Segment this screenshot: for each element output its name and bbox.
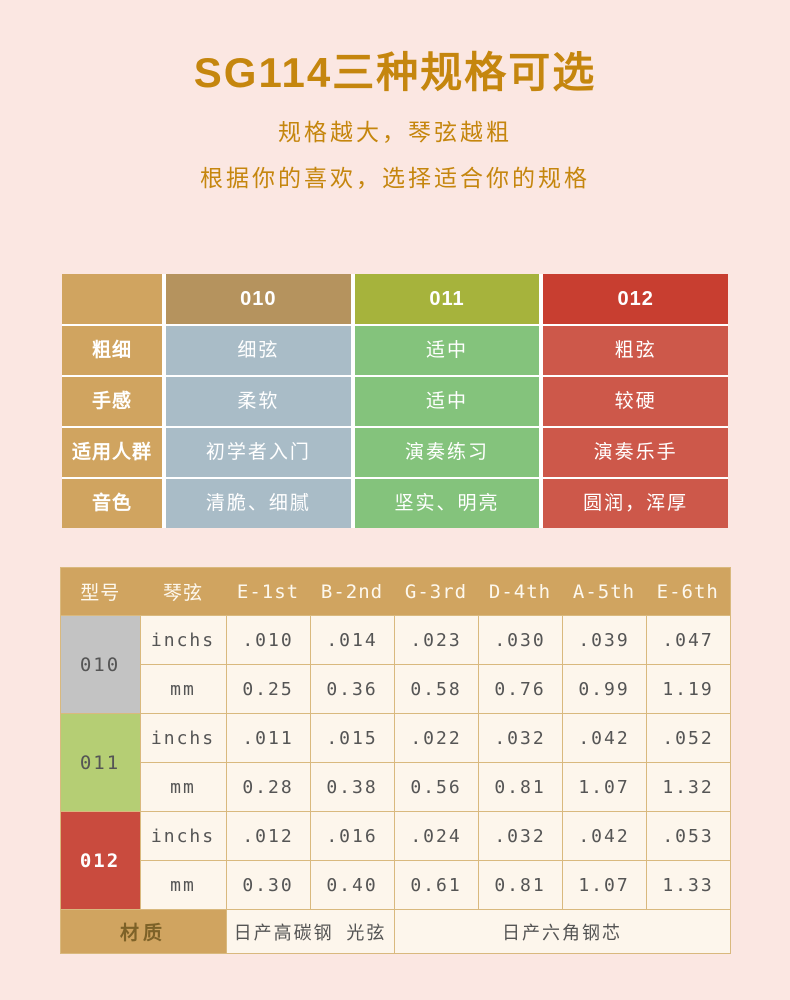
comparison-cell: 较硬 (543, 377, 728, 426)
spec-value-cell: .032 (477, 713, 563, 763)
comparison-cell: 演奏乐手 (543, 428, 728, 477)
model-badge-012: 012 (59, 811, 141, 910)
unit-label: mm (139, 762, 227, 812)
spec-value-cell: .042 (561, 811, 647, 861)
unit-label: mm (139, 664, 227, 714)
row-label-thickness: 粗细 (62, 326, 162, 375)
material-plain-cell: 日产高碳钢 光弦 (225, 909, 395, 954)
spec-value-cell: 1.19 (645, 664, 731, 714)
spec-header-cell: E-6th (646, 567, 730, 616)
spec-header-cell: E-1st (226, 567, 310, 616)
spec-value-cell: .015 (309, 713, 395, 763)
spec-header-cell: 型号 (60, 567, 140, 616)
spec-value-cell: 1.32 (645, 762, 731, 812)
spec-row-010-mm: mm 0.25 0.36 0.58 0.76 0.99 1.19 (60, 664, 731, 714)
spec-header-cell: B-2nd (310, 567, 394, 616)
spec-value-cell: 0.28 (225, 762, 311, 812)
spec-value-cell: 0.76 (477, 664, 563, 714)
comparison-cell: 细弦 (166, 326, 351, 375)
row-label-tone: 音色 (62, 479, 162, 528)
model-badge-010: 010 (59, 615, 141, 714)
spec-table-head: 型号 琴弦 E-1st B-2nd G-3rd D-4th A-5th E-6t… (60, 567, 730, 616)
spec-value-cell: 0.61 (393, 860, 479, 910)
spec-value-cell: .047 (645, 615, 731, 665)
spec-header-cell: 琴弦 (140, 567, 226, 616)
spec-header-cell: A-5th (562, 567, 646, 616)
spec-value-cell: .030 (477, 615, 563, 665)
spec-table: 型号 琴弦 E-1st B-2nd G-3rd D-4th A-5th E-6t… (59, 567, 731, 954)
spec-value-cell: .022 (393, 713, 479, 763)
spec-value-cell: .053 (645, 811, 731, 861)
spec-value-cell: .023 (393, 615, 479, 665)
unit-label: inchs (139, 713, 227, 763)
spec-row-012-mm: mm 0.30 0.40 0.61 0.81 1.07 1.33 (60, 860, 731, 910)
spec-value-cell: 1.07 (561, 762, 647, 812)
unit-label: inchs (139, 811, 227, 861)
spec-value-cell: .011 (225, 713, 311, 763)
row-label-feel: 手感 (62, 377, 162, 426)
spec-value-cell: .010 (225, 615, 311, 665)
model-badge-011: 011 (59, 713, 141, 812)
comparison-corner-cell (62, 274, 162, 324)
spec-value-cell: 0.40 (309, 860, 395, 910)
comparison-cell: 清脆、细腻 (166, 479, 351, 528)
spec-row-012-inchs: 012 inchs .012 .016 .024 .032 .042 .053 (59, 811, 731, 910)
spec-value-cell: 0.56 (393, 762, 479, 812)
unit-label: mm (139, 860, 227, 910)
page-title: SG114三种规格可选 (193, 49, 597, 96)
spec-row-011-mm: mm 0.28 0.38 0.56 0.81 1.07 1.32 (60, 762, 731, 812)
spec-value-cell: .012 (225, 811, 311, 861)
row-label-users: 适用人群 (62, 428, 162, 477)
material-label-cell: 材质 (59, 909, 227, 954)
spec-value-cell: .014 (309, 615, 395, 665)
comparison-cell: 适中 (354, 326, 540, 375)
spec-table-body: 010 inchs .010 .014 .023 .030 .039 .047 … (59, 615, 731, 954)
comparison-header-012: 012 (543, 274, 728, 324)
spec-value-cell: 0.36 (309, 664, 395, 714)
spec-header-cell: G-3rd (394, 567, 478, 616)
comparison-table: 010 011 012 粗细 细弦 适中 粗弦 手感 柔软 适中 较硬 适用人群… (62, 274, 728, 528)
comparison-cell: 柔软 (166, 377, 351, 426)
comparison-cell: 适中 (354, 377, 540, 426)
comparison-cell: 坚实、明亮 (354, 479, 540, 528)
comparison-cell: 粗弦 (543, 326, 728, 375)
spec-value-cell: .024 (393, 811, 479, 861)
comparison-header-010: 010 (166, 274, 351, 324)
spec-value-cell: .052 (645, 713, 731, 763)
comparison-cell: 演奏练习 (354, 428, 540, 477)
spec-value-cell: .042 (561, 713, 647, 763)
spec-value-cell: 0.81 (477, 762, 563, 812)
spec-row-011-inchs: 011 inchs .011 .015 .022 .032 .042 .052 (59, 713, 731, 812)
spec-value-cell: .039 (561, 615, 647, 665)
spec-value-cell: 0.99 (561, 664, 647, 714)
spec-header-row: 型号 琴弦 E-1st B-2nd G-3rd D-4th A-5th E-6t… (60, 567, 730, 616)
spec-row-010-inchs: 010 inchs .010 .014 .023 .030 .039 .047 (59, 615, 731, 714)
spec-value-cell: 0.81 (477, 860, 563, 910)
comparison-cell: 初学者入门 (166, 428, 351, 477)
spec-value-cell: 0.58 (393, 664, 479, 714)
spec-value-cell: 0.25 (225, 664, 311, 714)
spec-value-cell: 1.07 (561, 860, 647, 910)
comparison-cell: 圆润，浑厚 (543, 479, 728, 528)
material-core-cell: 日产六角钢芯 (393, 909, 731, 954)
comparison-header-011: 011 (354, 274, 540, 324)
spec-value-cell: .032 (477, 811, 563, 861)
spec-value-cell: .016 (309, 811, 395, 861)
material-row: 材质 日产高碳钢 光弦 日产六角钢芯 (59, 909, 731, 954)
spec-value-cell: 1.33 (645, 860, 731, 910)
subtitle-line-2: 根据你的喜欢，选择适合你的规格 (200, 165, 590, 191)
spec-value-cell: 0.38 (309, 762, 395, 812)
spec-header-cell: D-4th (478, 567, 562, 616)
unit-label: inchs (139, 615, 227, 665)
spec-value-cell: 0.30 (225, 860, 311, 910)
subtitle-line-1: 规格越大，琴弦越粗 (278, 119, 512, 145)
